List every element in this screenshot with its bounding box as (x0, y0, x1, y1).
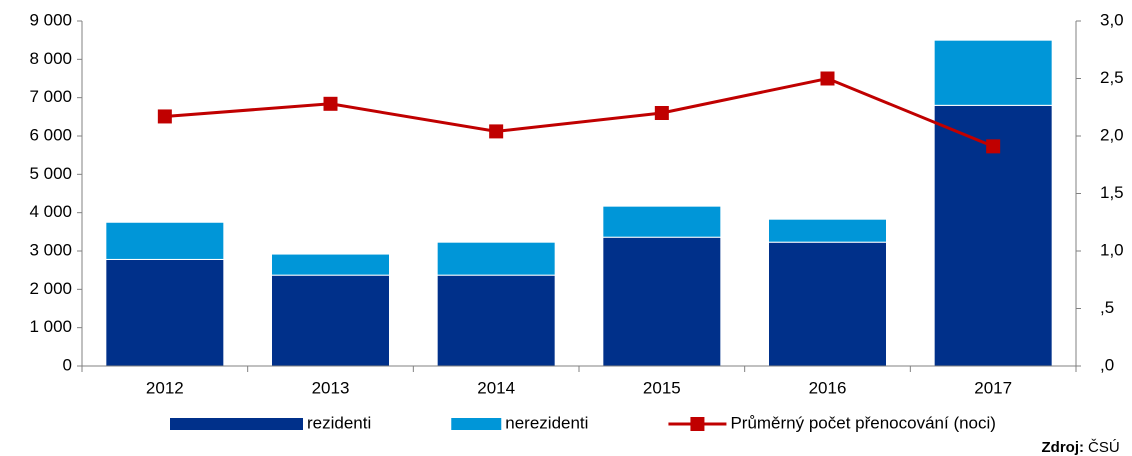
line (164, 76, 994, 148)
y2-tick-label: ,0 (1100, 355, 1114, 374)
source-label: Zdroj: (1042, 439, 1085, 456)
bar (271, 274, 390, 367)
y2-tick-label: 2,0 (1100, 125, 1124, 144)
y-tick-label: 2 000 (29, 279, 72, 298)
marker (323, 96, 338, 111)
bar (436, 241, 556, 276)
y-tick-label: 5 000 (29, 164, 72, 183)
bar (436, 274, 556, 367)
legend-label: rezidenti (307, 413, 371, 432)
y2-tick-label: ,5 (1100, 298, 1114, 317)
bar (602, 236, 722, 367)
legend-label: Průměrný počet přenocování (noci) (730, 413, 996, 432)
bar (933, 39, 1053, 106)
x-tick-label: 2017 (974, 378, 1012, 397)
marker (820, 71, 835, 86)
marker (489, 124, 504, 139)
bar (105, 258, 225, 367)
y-tick-label: 1 000 (29, 317, 72, 336)
x-tick-label: 2014 (477, 378, 515, 397)
y2-tick-label: 1,5 (1100, 183, 1124, 202)
y-tick-label: 7 000 (29, 87, 72, 106)
bar (105, 221, 225, 260)
bar (602, 205, 722, 238)
source: ČSÚ (1088, 439, 1120, 456)
marker (986, 139, 1001, 154)
legend-swatch (170, 418, 303, 430)
y-tick-label: 9 000 (29, 10, 72, 29)
x-tick-label: 2013 (312, 378, 350, 397)
y2-tick-label: 3,0 (1100, 10, 1124, 29)
y2-tick-label: 2,5 (1100, 68, 1124, 87)
bar (271, 253, 390, 276)
legend-swatch (451, 418, 502, 430)
y-tick-label: 4 000 (29, 202, 72, 221)
x-tick-label: 2012 (146, 378, 184, 397)
marker (654, 106, 669, 120)
y2-tick-label: 1,0 (1100, 240, 1124, 259)
x-tick-label: 2016 (809, 378, 847, 397)
y-tick-label: 8 000 (29, 49, 72, 68)
y-tick-label: 0 (63, 355, 72, 374)
bar (768, 241, 887, 367)
y-tick-label: 6 000 (29, 125, 72, 144)
legend-label: nerezidenti (505, 413, 588, 432)
y-tick-label: 3 000 (29, 240, 72, 259)
legend-swatch (690, 417, 705, 431)
bar (768, 218, 887, 243)
marker (157, 109, 172, 124)
x-tick-label: 2015 (643, 378, 681, 397)
